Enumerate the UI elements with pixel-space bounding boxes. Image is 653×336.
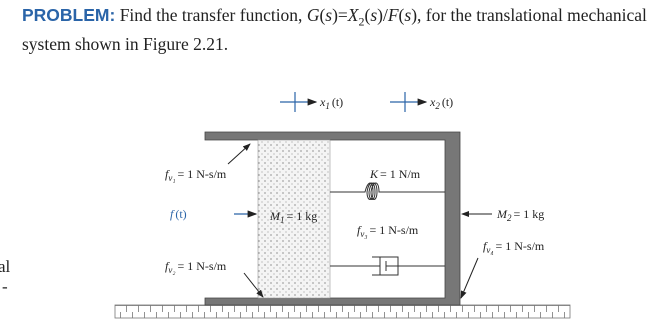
margin-fragment: al xyxy=(0,257,11,276)
label-main: K xyxy=(369,167,379,181)
label-text: = 1 N-s/m xyxy=(369,223,418,237)
label-sub: 2 xyxy=(435,101,440,111)
label-text: = 1 kg xyxy=(514,207,545,221)
label-main: f xyxy=(357,223,362,237)
label-main: f xyxy=(165,167,170,181)
figure-label: x2 (t) xyxy=(429,95,453,111)
label-main: f xyxy=(483,239,488,253)
label-sub: v₁ xyxy=(168,173,175,183)
figure-label: fv₃ = 1 N-s/m xyxy=(357,223,419,239)
label-main: f xyxy=(165,259,170,273)
figure-label: f (t) xyxy=(170,207,187,221)
diagram-shapes xyxy=(114,92,571,319)
math: X xyxy=(347,5,359,25)
text: ), for the translational mechanical syst… xyxy=(22,5,647,54)
math: ( xyxy=(319,5,326,25)
figure-label: M1 = 1 kg xyxy=(269,209,317,225)
math: F xyxy=(387,5,399,25)
label-main: f xyxy=(170,207,175,221)
problem-label: PROBLEM: xyxy=(22,5,116,25)
label-text: (t) xyxy=(175,207,186,221)
text: Find the transfer function, xyxy=(119,5,307,25)
label-text: = 1 N-s/m xyxy=(177,259,226,273)
math: )/ xyxy=(377,5,388,25)
math: s xyxy=(404,5,412,25)
label-sub: 1 xyxy=(280,215,285,225)
label-text: (t) xyxy=(332,95,343,109)
margin-fragment: - xyxy=(2,277,8,296)
math: )= xyxy=(332,5,348,25)
math: 2 xyxy=(358,14,365,29)
problem-statement: PROBLEM: Find the transfer function, G(s… xyxy=(22,4,652,55)
label-main: x xyxy=(429,95,436,109)
figure-label: x1 (t) xyxy=(319,95,343,111)
label-text: = 1 N-s/m xyxy=(177,167,226,181)
figure-label: M2 = 1 kg xyxy=(496,207,544,223)
label-text: = 1 N-s/m xyxy=(495,239,544,253)
figure-label: K = 1 N/m xyxy=(369,167,421,181)
label-sub: 2 xyxy=(507,213,512,223)
label-main: x xyxy=(319,95,326,109)
figure-label: fv₄ = 1 N-s/m xyxy=(483,239,545,255)
label-text: = 1 N/m xyxy=(380,167,421,181)
label-text: (t) xyxy=(442,95,453,109)
figure-label: fv₂ = 1 N-s/m xyxy=(165,259,227,275)
figure-label: fv₁ = 1 N-s/m xyxy=(165,167,227,183)
label-text: = 1 kg xyxy=(287,209,318,223)
label-sub: v₃ xyxy=(360,229,367,239)
math: ( xyxy=(398,5,405,25)
math: G xyxy=(306,5,320,25)
math: s xyxy=(325,5,333,25)
math: ( xyxy=(364,5,371,25)
label-sub: 1 xyxy=(325,101,330,111)
label-main: M xyxy=(269,209,281,223)
math: s xyxy=(370,5,378,25)
label-main: M xyxy=(496,207,508,221)
label-sub: v₄ xyxy=(486,245,493,255)
label-sub: v₂ xyxy=(168,265,175,275)
